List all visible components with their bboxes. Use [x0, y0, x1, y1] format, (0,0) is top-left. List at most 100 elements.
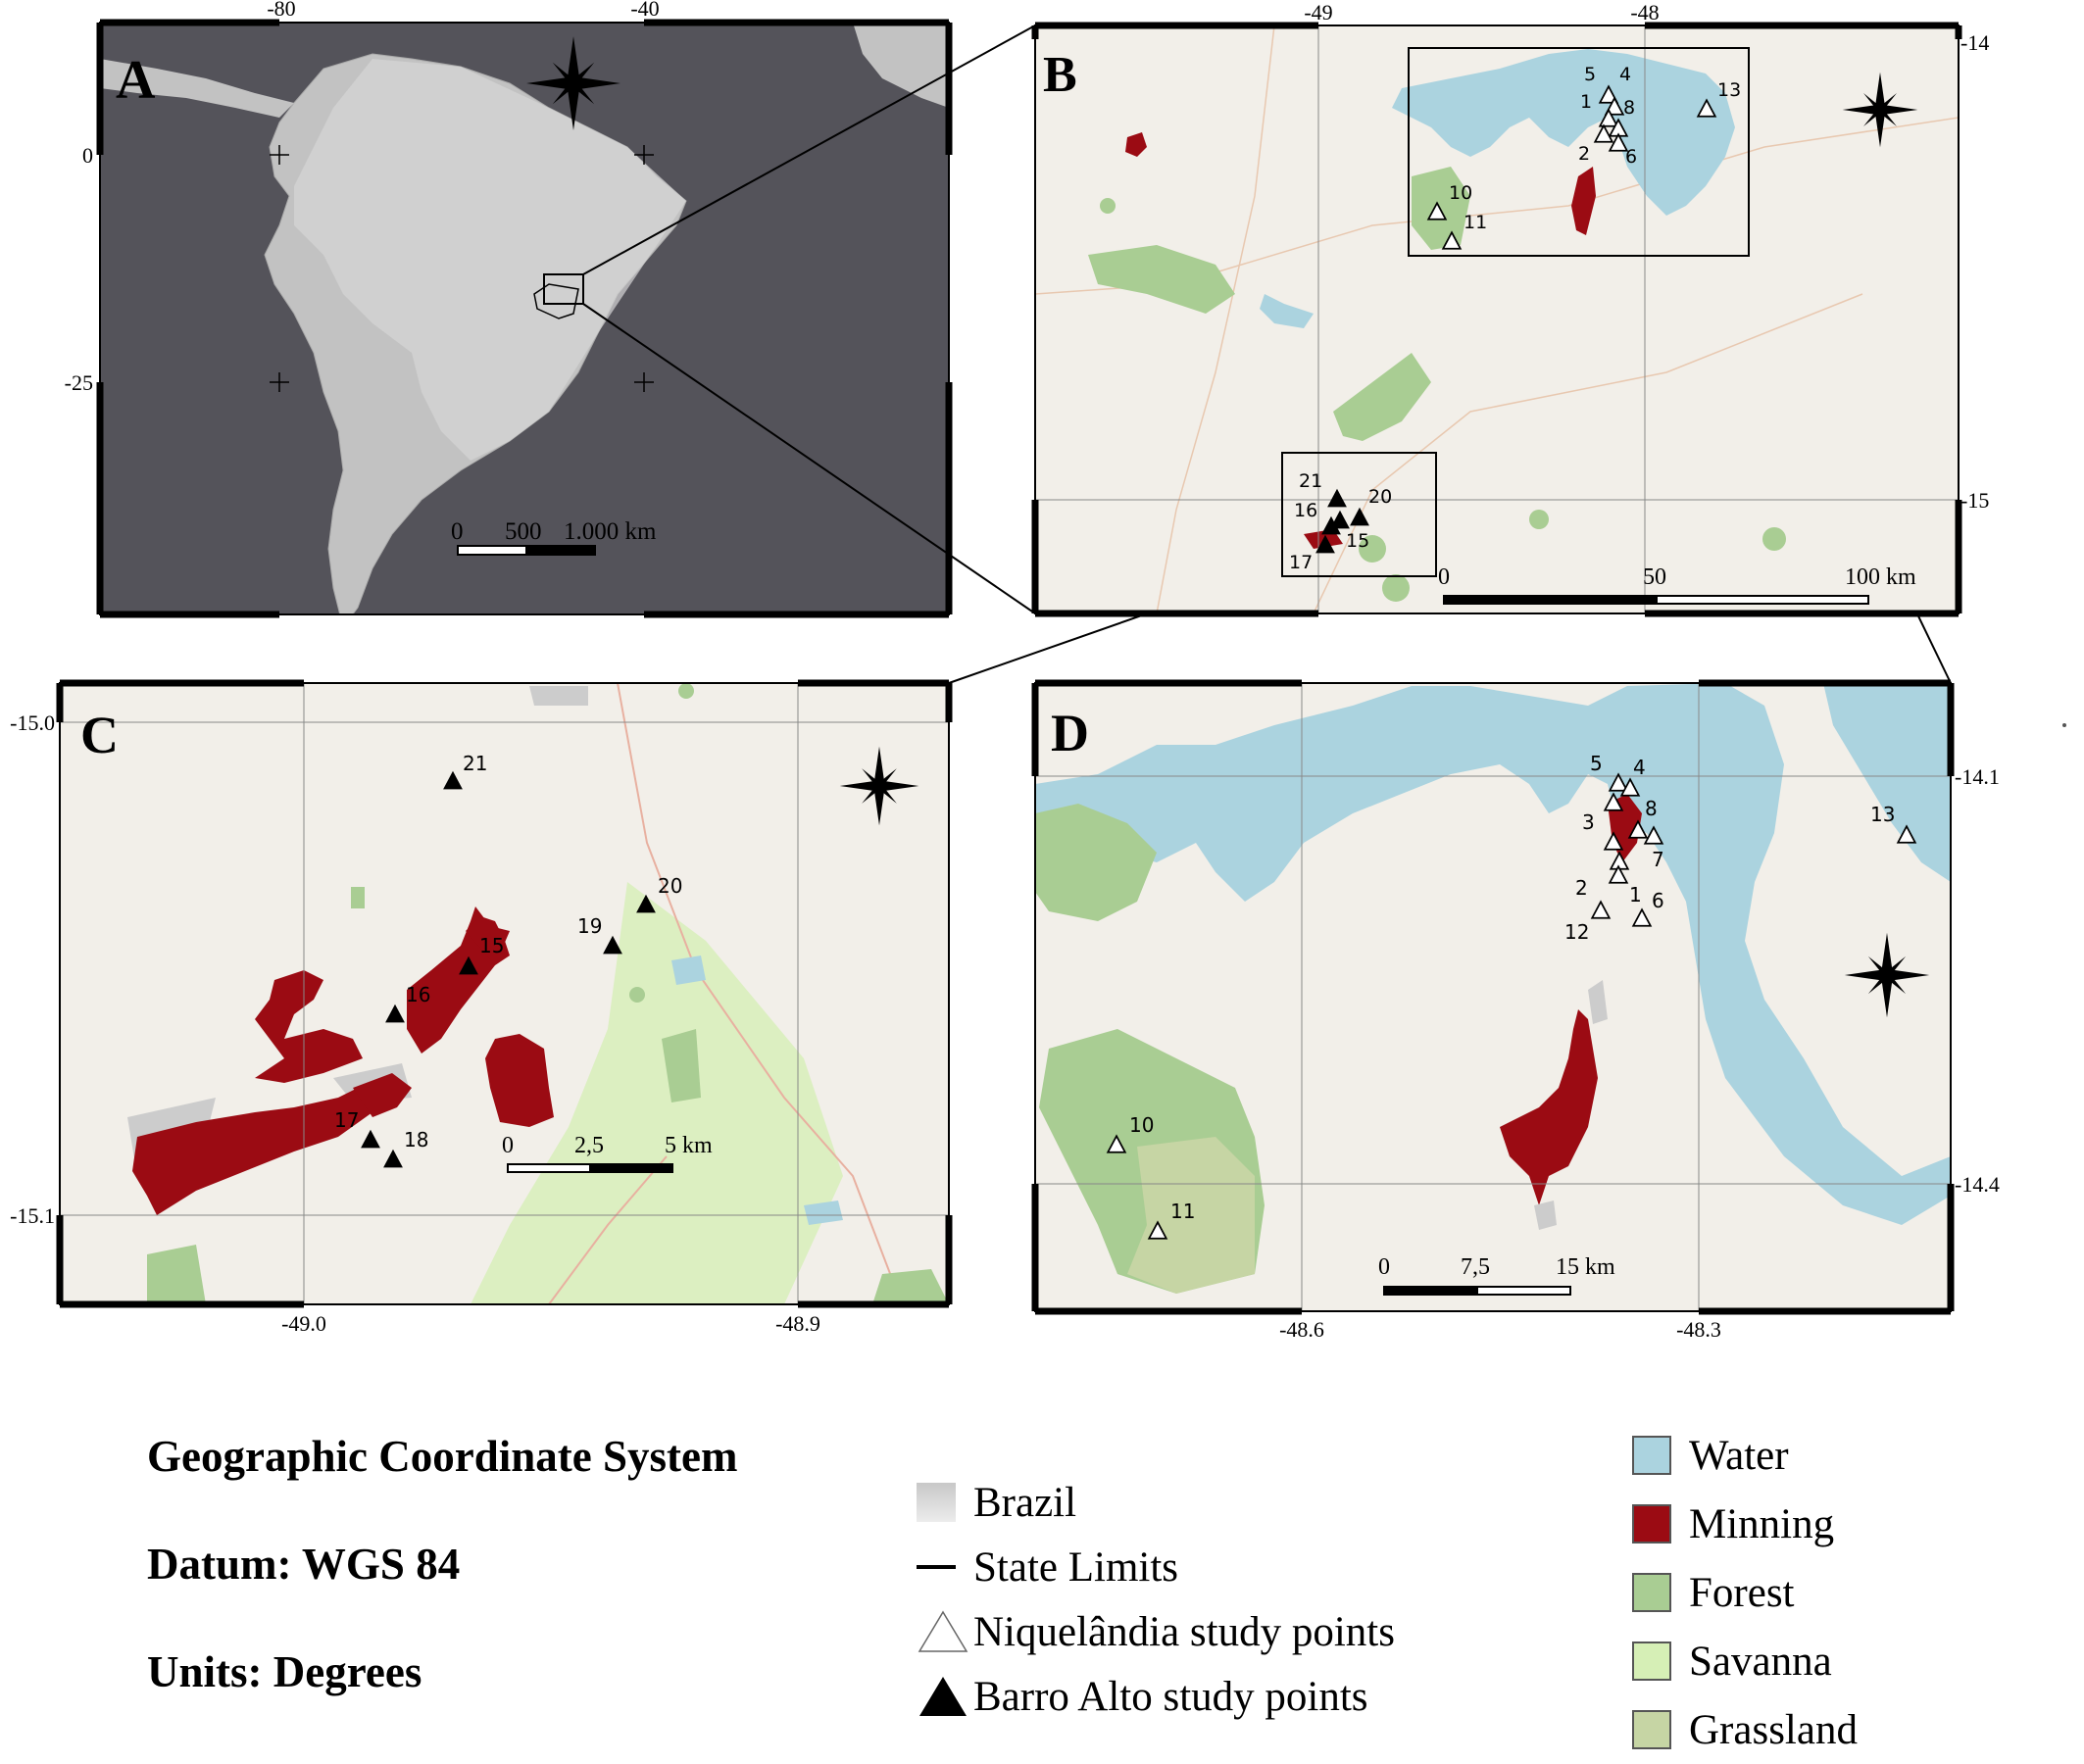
scale-bar: 0 500 1.000 km	[451, 518, 657, 556]
tick-label: -48.6	[1279, 1317, 1324, 1342]
scale-label: 0	[1378, 1254, 1390, 1280]
scale-label: 50	[1643, 564, 1666, 590]
point-label: 20	[1368, 486, 1392, 508]
point-label: 7	[1652, 848, 1664, 871]
study-area-box	[543, 273, 584, 305]
panel-letter: C	[80, 706, 119, 764]
legend-item-savanna: Savanna	[1632, 1627, 1858, 1695]
panel-letter: B	[1043, 47, 1077, 103]
forest-swatch	[1632, 1573, 1671, 1612]
mining-areas	[132, 906, 554, 1215]
panel-c: 21 20 19 15 16 17 18 C 0 2,5 5 km	[10, 679, 953, 1336]
scale-bar: 0 50 100 km	[1438, 564, 1916, 605]
inset-box-c	[1281, 452, 1437, 577]
central-america	[100, 59, 294, 118]
panel-border	[1034, 682, 1952, 1312]
scale-bar: 0 7,5 15 km	[1378, 1254, 1615, 1296]
tick-label: -48.9	[775, 1311, 820, 1336]
scale-label: 0	[1438, 564, 1450, 590]
inset-box-d	[1408, 47, 1750, 257]
coordinate-system-text: Geographic Coordinate System	[147, 1432, 738, 1481]
legend-label: Savanna	[1689, 1638, 1832, 1685]
tick-label: 0	[82, 143, 93, 168]
point-label: 4	[1633, 756, 1646, 779]
frame-ticks	[56, 679, 953, 1308]
point-label: 2	[1575, 876, 1588, 900]
units-text: Units: Degrees	[147, 1647, 422, 1696]
point-label: 13	[1870, 803, 1895, 826]
point-label: 15	[479, 934, 504, 957]
goias-outline	[533, 283, 579, 319]
frame-ticks	[1031, 679, 1955, 1315]
point-label: 17	[334, 1108, 359, 1132]
panel-letter: A	[116, 50, 156, 111]
grassland-patch	[1127, 1137, 1255, 1294]
forest-west	[1035, 804, 1157, 921]
legend-item-mining: Minning	[1632, 1490, 1858, 1558]
legend-symbols: Brazil State Limits Niquelândia study po…	[917, 1470, 1395, 1729]
scale-label: 100 km	[1845, 564, 1916, 590]
point-label: 3	[1582, 810, 1595, 834]
stray-dot	[2062, 723, 2066, 727]
tick-label: -14.1	[1955, 764, 2000, 789]
brazil-region	[294, 59, 686, 461]
point-label: 10	[1449, 182, 1472, 204]
legend-item-niquelandia: Niquelândia study points	[917, 1599, 1395, 1664]
scale-label: 2,5	[574, 1133, 604, 1158]
legend-label: Grassland	[1689, 1706, 1858, 1753]
point-label: 20	[658, 874, 682, 898]
legend-item-forest: Forest	[1632, 1558, 1858, 1627]
legend-label: State Limits	[973, 1544, 1179, 1591]
graticule	[1035, 25, 1959, 613]
point-label: 21	[463, 752, 487, 775]
graticule-crosses	[270, 145, 654, 392]
frame-ticks	[1031, 22, 1962, 617]
point-label: 19	[577, 914, 602, 938]
scale-label: 15 km	[1556, 1254, 1615, 1280]
legend-label: Barro Alto study points	[973, 1673, 1368, 1720]
coordinate-info: Geographic Coordinate System Datum: WGS …	[147, 1431, 737, 1754]
scale-label: 7,5	[1461, 1254, 1490, 1280]
legend-label: Forest	[1689, 1569, 1795, 1616]
legend-label: Minning	[1689, 1500, 1835, 1547]
panel-border	[59, 682, 950, 1305]
urban-patches	[1534, 980, 1608, 1230]
water-swatch	[1632, 1436, 1671, 1475]
panel-d: 5 4 8 3 7 2 1 6 12 13 10 11 D 0 7,5 15 k…	[1031, 679, 2000, 1342]
tick-label: -15	[1960, 488, 1989, 513]
legend-item-state-limits: State Limits	[917, 1535, 1395, 1599]
river-water	[1260, 294, 1314, 328]
frame-ticks	[96, 19, 953, 618]
brazil-swatch	[917, 1483, 956, 1522]
point-label: 1	[1629, 883, 1642, 906]
point-label: 11	[1464, 212, 1487, 233]
point-label: 8	[1623, 97, 1635, 119]
panel-a: A 0 500 1.000 km -80 -40 0 -25	[65, 0, 953, 618]
panel-border	[99, 22, 950, 615]
tick-label: -80	[267, 0, 295, 21]
point-label: 4	[1619, 64, 1631, 85]
point-label: 2	[1578, 143, 1590, 165]
point-label: 13	[1717, 79, 1741, 101]
scale-label: 0	[451, 518, 464, 545]
savanna-swatch	[1632, 1642, 1671, 1681]
tick-label: -49	[1304, 0, 1332, 24]
reservoir-water	[1035, 683, 1951, 1225]
graticule	[60, 683, 949, 1304]
tick-label: -15.1	[10, 1203, 55, 1228]
point-label: 18	[404, 1128, 428, 1152]
mining-swatch	[1632, 1504, 1671, 1544]
legend-label: Niquelândia study points	[973, 1608, 1395, 1655]
point-label: 12	[1564, 920, 1589, 944]
savanna-patch	[471, 882, 843, 1304]
point-label: 21	[1299, 470, 1322, 492]
panel-border	[1034, 24, 1960, 614]
legend-item-grassland: Grassland	[1632, 1695, 1858, 1764]
point-label: 10	[1129, 1113, 1154, 1137]
point-label: 16	[406, 983, 430, 1006]
point-label: 11	[1170, 1200, 1195, 1223]
point-label: 17	[1289, 552, 1313, 573]
tick-label: -25	[65, 370, 93, 395]
point-label: 8	[1645, 797, 1658, 820]
